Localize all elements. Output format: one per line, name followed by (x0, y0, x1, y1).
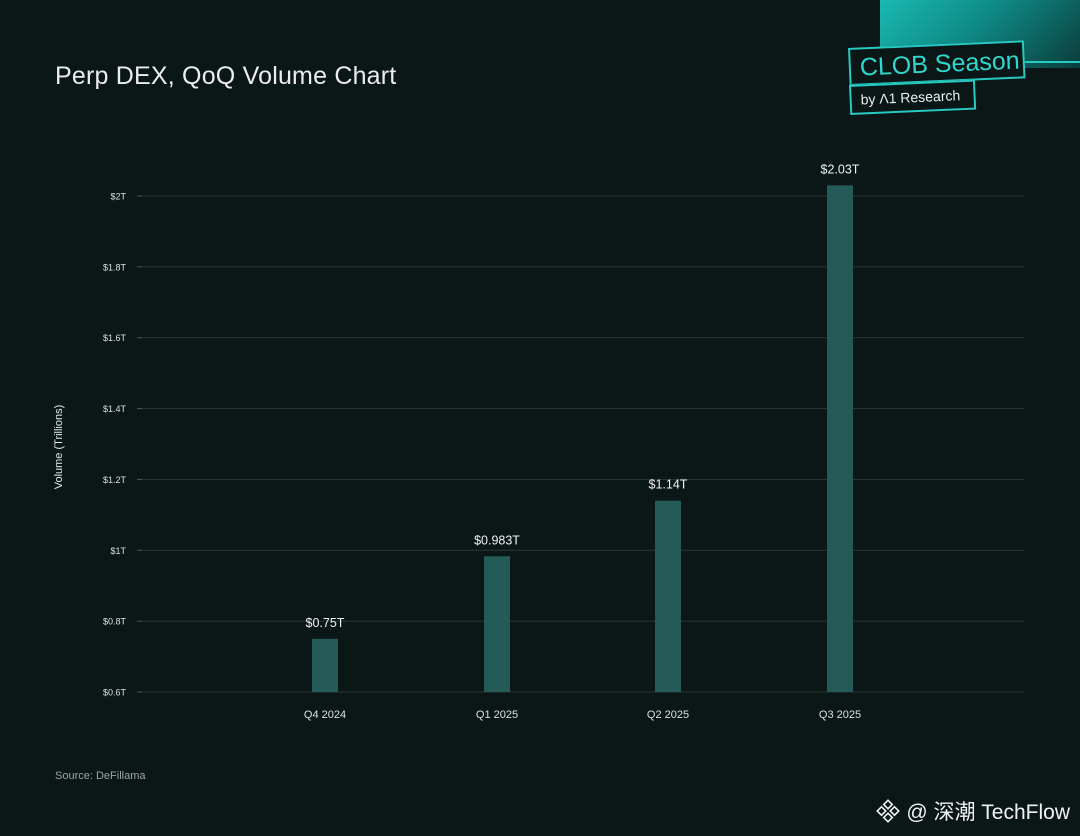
y-axis-label: Volume (Trillions) (53, 404, 65, 490)
data-label: $2.03T (821, 162, 860, 176)
watermark: @ 深潮 TechFlow (876, 796, 1070, 826)
data-label: $0.75T (306, 616, 345, 630)
watermark-text: @ 深潮 TechFlow (906, 801, 1070, 824)
x-tick-label: Q2 2025 (647, 709, 689, 721)
x-tick-label: Q1 2025 (476, 709, 518, 721)
y-tick-label: $1.2T (103, 475, 127, 485)
data-label: $1.14T (649, 478, 688, 492)
y-tick-label: $0.6T (103, 688, 127, 698)
y-tick-label: $1.4T (103, 404, 127, 414)
brand-accent-line (1024, 61, 1080, 63)
y-tick-label: $0.8T (103, 617, 127, 627)
y-tick-label: $1.6T (103, 333, 127, 343)
bar (484, 556, 510, 692)
page-title: Perp DEX, QoQ Volume Chart (55, 62, 397, 90)
y-tick-label: $1T (110, 546, 126, 556)
y-tick-label: $1.8T (103, 262, 127, 272)
x-tick-label: Q4 2024 (304, 709, 346, 721)
bar (655, 500, 681, 692)
binance-diamond-icon (876, 799, 901, 823)
y-tick-label: $2T (110, 192, 126, 202)
bar (312, 638, 338, 692)
data-label: $0.983T (474, 533, 520, 547)
bar (827, 185, 853, 692)
x-tick-label: Q3 2025 (819, 709, 861, 721)
source-note: Source: DeFillama (55, 770, 146, 782)
